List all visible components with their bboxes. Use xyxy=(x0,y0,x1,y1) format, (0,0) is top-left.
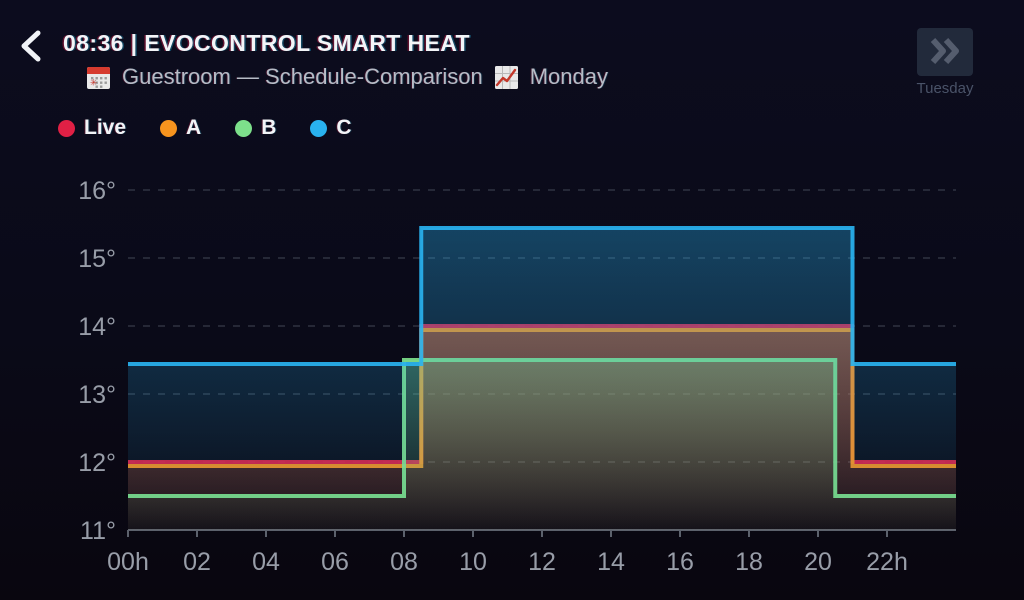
svg-text:12°: 12° xyxy=(78,449,116,477)
back-button[interactable] xyxy=(18,26,54,66)
svg-text:16°: 16° xyxy=(78,177,116,205)
next-day-button[interactable] xyxy=(917,28,973,76)
room-and-view-label: Guestroom — Schedule-Comparison xyxy=(122,64,483,89)
legend-item-b: B xyxy=(235,116,276,140)
svg-text:15°: 15° xyxy=(78,245,116,273)
page-title: 08:36 | EVOCONTROL SMART HEAT xyxy=(63,30,470,56)
legend-item-c: C xyxy=(310,116,352,140)
legend-item-live: Live xyxy=(58,116,126,140)
svg-text:10: 10 xyxy=(459,548,487,576)
svg-text:14: 14 xyxy=(597,548,625,576)
svg-text:14°: 14° xyxy=(78,313,116,341)
legend-label: B xyxy=(261,116,277,139)
svg-text:11°: 11° xyxy=(80,517,116,545)
svg-text:✳: ✳ xyxy=(90,77,98,87)
legend-dot xyxy=(160,119,178,137)
svg-text:20: 20 xyxy=(804,548,832,576)
svg-text:00h: 00h xyxy=(107,548,149,576)
legend-label: A xyxy=(186,116,202,139)
svg-text:22h: 22h xyxy=(866,548,908,576)
chevrons-right-icon xyxy=(927,36,963,69)
legend-dot xyxy=(58,119,75,137)
svg-text:12: 12 xyxy=(528,548,556,576)
chart-increasing-icon xyxy=(493,64,520,91)
legend-label: C xyxy=(336,116,352,139)
svg-text:16: 16 xyxy=(666,548,694,576)
svg-text:18: 18 xyxy=(735,548,763,576)
breadcrumb: ✳ Guestroom — Schedule-Comparison Monday xyxy=(85,62,608,92)
legend-dot xyxy=(235,119,253,137)
legend-item-a: A xyxy=(160,116,201,140)
chart-legend: Live A B C xyxy=(58,116,352,140)
day-label: Monday xyxy=(529,64,608,89)
svg-text:04: 04 xyxy=(252,548,280,576)
next-day-control: Tuesday xyxy=(910,28,980,97)
legend-label: Live xyxy=(84,116,127,139)
legend-dot xyxy=(310,119,328,137)
svg-text:08: 08 xyxy=(390,548,418,576)
chevron-left-icon xyxy=(18,29,54,63)
next-day-label: Tuesday xyxy=(916,80,974,97)
calendar-icon: ✳ xyxy=(85,64,112,91)
svg-text:13°: 13° xyxy=(78,381,116,409)
svg-text:06: 06 xyxy=(321,548,349,576)
svg-text:02: 02 xyxy=(183,548,211,576)
